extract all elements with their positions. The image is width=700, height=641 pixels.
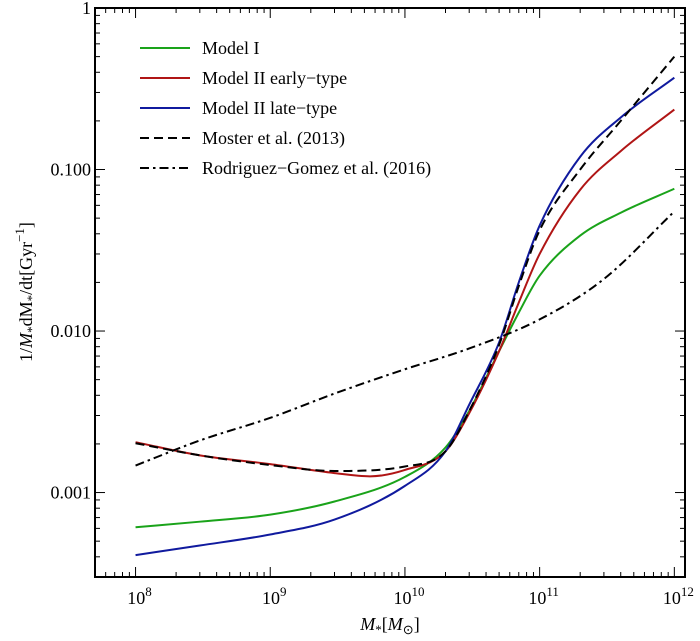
y-tick-label: 0.100 bbox=[51, 160, 92, 180]
y-tick-label: 1 bbox=[82, 0, 91, 18]
y-axis-title: 1/M*dM*/dt[Gyr−1] bbox=[12, 222, 39, 362]
x-tick-label: 1011 bbox=[528, 584, 559, 608]
series-line-4 bbox=[135, 55, 676, 472]
legend-label-5: Rodriguez−Gomez et al. (2016) bbox=[202, 158, 431, 179]
x-axis-title: M*[M⊙] bbox=[359, 614, 419, 637]
y-tick-label: 0.010 bbox=[51, 321, 92, 341]
x-tick-label: 108 bbox=[127, 584, 152, 608]
x-tick-label: 109 bbox=[262, 584, 287, 608]
x-tick-label: 1010 bbox=[393, 584, 424, 608]
legend-label-3: Model II late−type bbox=[202, 98, 337, 118]
x-tick-label: 1012 bbox=[663, 584, 694, 608]
legend-label-1: Model I bbox=[202, 38, 260, 58]
series-layer bbox=[135, 55, 676, 557]
series-line-1 bbox=[135, 187, 675, 529]
series-line-5 bbox=[135, 210, 676, 467]
ticks-layer: 108 109 1010 1011 1012 0.001 0.010 0.100 1 bbox=[51, 0, 694, 608]
legend-label-2: Model II early−type bbox=[202, 68, 347, 88]
legend: Model I Model II early−type Model II late−… bbox=[140, 38, 431, 179]
legend-label-4: Moster et al. (2013) bbox=[202, 128, 345, 149]
y-tick-label: 0.001 bbox=[51, 483, 92, 503]
series-line-3 bbox=[135, 76, 675, 557]
plot-frame bbox=[94, 7, 686, 578]
